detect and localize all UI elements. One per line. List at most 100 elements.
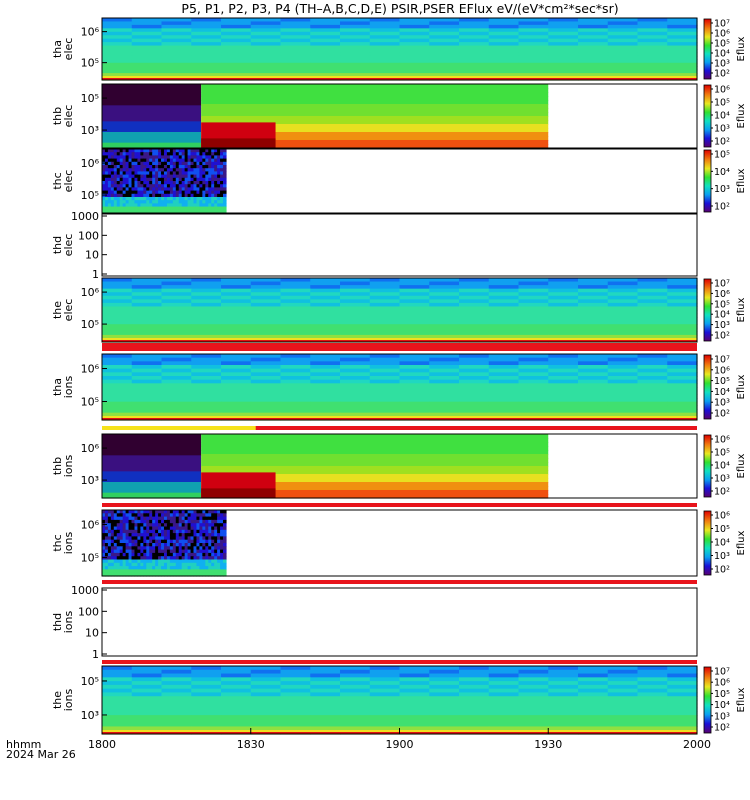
- x-tick-label: 2000: [683, 738, 711, 751]
- colorbar: [703, 278, 712, 342]
- colorbar-tick-label: 10³: [714, 59, 730, 70]
- colorbar-tick-label: 10⁵: [714, 98, 730, 109]
- panel-probe-label: thd: [51, 236, 64, 254]
- colorbar-tick-label: 10⁴: [714, 167, 730, 178]
- y-tick-label: 10⁶: [81, 286, 100, 299]
- colorbar-tick-label: 10⁴: [714, 461, 730, 472]
- colorbar-tick-label: 10⁵: [714, 376, 730, 387]
- colorbar-tick-label: 10⁴: [714, 387, 730, 398]
- colorbar-tick-label: 10⁷: [714, 667, 730, 678]
- colorbar-tick-label: 10⁶: [714, 678, 730, 689]
- y-tick-label: 10⁵: [81, 189, 99, 202]
- colorbar-label: Eflux: [736, 453, 747, 478]
- y-tick-label: 10⁶: [81, 363, 100, 376]
- colorbar-tick-label: 10⁴: [714, 49, 730, 60]
- panel-species-label: elec: [62, 38, 75, 61]
- colorbar-tick-label: 10⁷: [714, 279, 730, 290]
- colorbar-tick-label: 10⁵: [714, 150, 730, 161]
- colorbar-label: Eflux: [736, 36, 747, 61]
- panel-species-label: ions: [62, 688, 75, 711]
- colorbar-tick-label: 10²: [714, 409, 730, 420]
- colorbar-label: Eflux: [736, 687, 747, 712]
- colorbar-tick-label: 10³: [714, 320, 730, 331]
- panel-species-label: ions: [62, 531, 75, 554]
- y-tick-label: 10: [85, 627, 99, 640]
- red-flag-band: [102, 580, 697, 584]
- y-tick-label: 10⁶: [81, 519, 100, 532]
- colorbar-tick-label: 10⁵: [714, 448, 730, 459]
- colorbar-label: Eflux: [736, 103, 747, 128]
- colorbar: [703, 434, 712, 498]
- colorbar-tick-label: 10⁵: [714, 299, 730, 310]
- colorbar-tick-label: 10⁶: [714, 29, 730, 40]
- y-tick-label: 10⁵: [81, 675, 99, 688]
- y-tick-label: 10³: [81, 709, 99, 722]
- y-tick-label: 10⁵: [81, 552, 99, 565]
- y-tick-label: 10⁶: [81, 157, 100, 170]
- panel-species-label: elec: [62, 170, 75, 193]
- colorbar-tick-label: 10²: [714, 565, 730, 576]
- y-tick-label: 10⁵: [81, 92, 99, 105]
- colorbar: [703, 84, 712, 148]
- colorbar-label: Eflux: [736, 297, 747, 322]
- panel-probe-label: tha: [51, 40, 64, 58]
- panel-species-label: elec: [62, 299, 75, 322]
- colorbar: [703, 666, 712, 734]
- panel-species-label: ions: [62, 610, 75, 633]
- y-tick-label: 10³: [81, 474, 99, 487]
- red-flag-band: [102, 660, 697, 664]
- panel-species-label: elec: [62, 105, 75, 128]
- panel-species-label: ions: [62, 375, 75, 398]
- y-tick-label: 1000: [71, 210, 99, 223]
- colorbar-tick-label: 10³: [714, 551, 730, 562]
- colorbar-tick-label: 10²: [714, 202, 730, 213]
- colorbar-tick-label: 10³: [714, 398, 730, 409]
- colorbar-tick-label: 10⁵: [714, 524, 730, 535]
- panel-probe-label: the: [51, 691, 64, 709]
- panel-probe-label: the: [51, 301, 64, 319]
- panel-probe-label: tha: [51, 378, 64, 396]
- panel-species-label: elec: [62, 234, 75, 257]
- colorbar-tick-label: 10⁷: [714, 19, 730, 30]
- colorbar-tick-label: 10⁶: [714, 435, 730, 446]
- red-flag-band: [102, 503, 697, 507]
- colorbar-tick-label: 10⁴: [714, 111, 730, 122]
- colorbar-tick-label: 10⁶: [714, 511, 730, 522]
- colorbar-tick-label: 10⁶: [714, 85, 730, 96]
- colorbar: [703, 510, 712, 576]
- y-tick-label: 1000: [71, 584, 99, 597]
- colorbar-tick-label: 10³: [714, 474, 730, 485]
- colorbar-tick-label: 10³: [714, 184, 730, 195]
- colorbar-tick-label: 10³: [714, 124, 730, 135]
- colorbar-tick-label: 10²: [714, 69, 730, 80]
- colorbar-tick-label: 10⁵: [714, 689, 730, 700]
- y-tick-label: 10⁵: [81, 396, 99, 409]
- x-tick-label: 1930: [534, 738, 562, 751]
- colorbar-label: Eflux: [736, 374, 747, 399]
- x-tick-label: 1800: [88, 738, 116, 751]
- colorbar-tick-label: 10²: [714, 487, 730, 498]
- y-tick-label: 100: [78, 605, 99, 618]
- panel-probe-label: thc: [51, 534, 64, 551]
- colorbar-tick-label: 10⁴: [714, 700, 730, 711]
- colorbar-tick-label: 10²: [714, 723, 730, 734]
- colorbar-tick-label: 10⁶: [714, 365, 730, 376]
- colorbar: [703, 18, 712, 80]
- panel-probe-label: thd: [51, 613, 64, 631]
- colorbar-tick-label: 10⁷: [714, 355, 730, 366]
- red-flag-band: [102, 343, 697, 347]
- red-flag-band: [102, 347, 697, 351]
- y-tick-label: 10³: [81, 124, 99, 137]
- colorbar-tick-label: 10²: [714, 137, 730, 148]
- colorbar-tick-label: 10⁶: [714, 289, 730, 300]
- y-tick-label: 10⁶: [81, 442, 100, 455]
